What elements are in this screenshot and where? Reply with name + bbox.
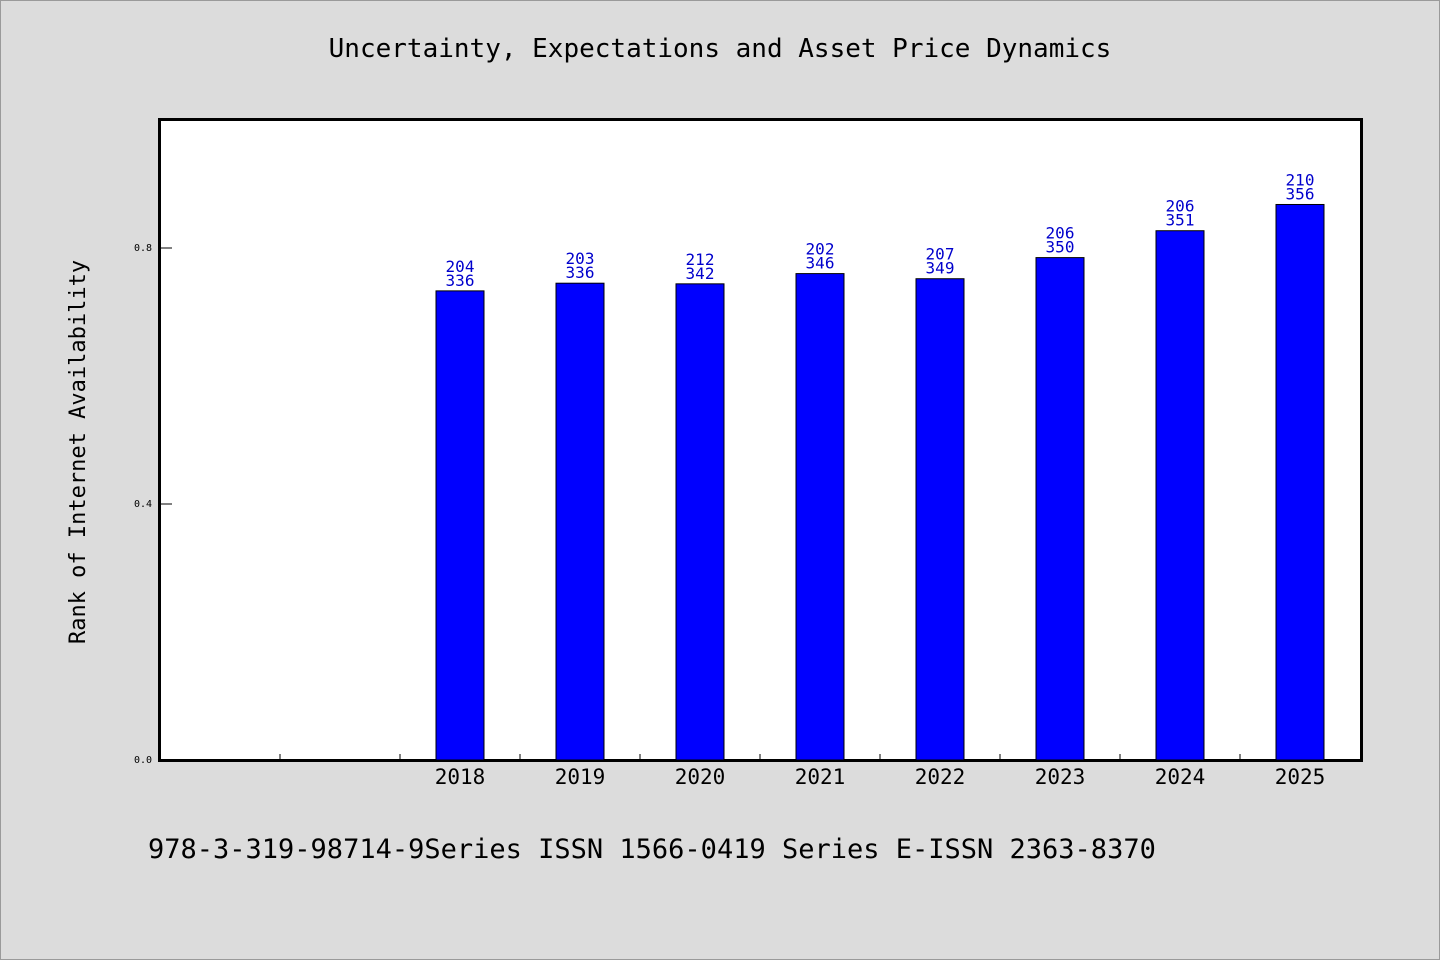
bar-2025 [1275, 203, 1325, 761]
x-tick-label: 2020 [675, 765, 726, 789]
x-tick-label: 2019 [555, 765, 606, 789]
y-tick-label: 0.0 [134, 755, 152, 766]
bar-label-bottom: 351 [1166, 211, 1195, 230]
bar-label-top: 206 [1166, 197, 1195, 216]
bar-2020 [675, 283, 725, 761]
chart-title: Uncertainty, Expectations and Asset Pric… [328, 34, 1112, 64]
bar-label-top: 203 [566, 249, 595, 268]
y-axis-label: Rank of Internet Availability [66, 260, 91, 644]
bars-group [435, 203, 1325, 761]
bar-label-bottom: 336 [566, 263, 595, 282]
x-tick-label: 2022 [915, 765, 966, 789]
bar-label-bottom: 349 [926, 259, 955, 278]
x-tick-label: 2024 [1155, 765, 1206, 789]
bar-label-top: 212 [686, 250, 715, 269]
bar-label-bottom: 336 [446, 271, 475, 290]
x-tick-label: 2018 [435, 765, 486, 789]
bar-2024 [1155, 230, 1205, 761]
bar-label-top: 204 [446, 257, 475, 276]
bar-label-bottom: 356 [1286, 184, 1315, 203]
bar-label-top: 206 [1046, 224, 1075, 243]
x-axis: 2018 2019 2020 2021 2022 2023 2024 2025 [279, 754, 1326, 789]
y-tick-label: 0.4 [134, 499, 152, 510]
isbn-footer: 978-3-319-98714-9Series ISSN 1566-0419 S… [148, 834, 1156, 865]
x-tick-label: 2025 [1275, 765, 1326, 789]
x-tick-label: 2023 [1035, 765, 1086, 789]
bar-2021 [795, 273, 845, 761]
y-tick-label: 0.8 [134, 243, 152, 254]
bar-2022 [915, 278, 965, 761]
bar-label-top: 207 [926, 245, 955, 264]
bar-label-bottom: 342 [686, 264, 715, 283]
bar-label-top: 210 [1286, 170, 1315, 189]
bar-2018 [435, 290, 485, 761]
y-axis: 0.0 0.4 0.8 [134, 243, 172, 766]
bar-label-top: 202 [806, 240, 835, 259]
bar-label-bottom: 346 [806, 254, 835, 273]
bar-label-bottom: 350 [1046, 238, 1075, 257]
x-tick-label: 2021 [795, 765, 846, 789]
bar-2023 [1035, 257, 1085, 761]
bar-2019 [555, 282, 605, 761]
